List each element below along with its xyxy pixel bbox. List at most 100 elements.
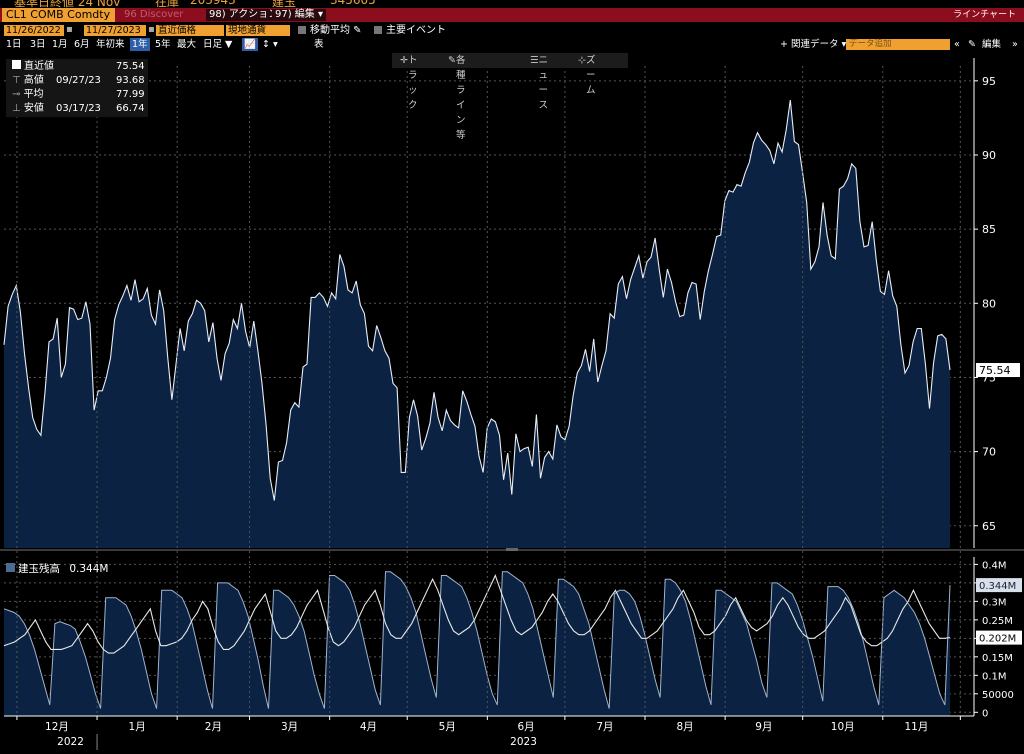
secondary-value-label: 0.202M bbox=[979, 634, 1016, 645]
average-icon: ⊸ bbox=[12, 89, 24, 100]
price-type-dropdown[interactable]: 直近価格 bbox=[156, 25, 224, 36]
security-bar: CL1 COMB Comdty 96 Discover 98) アクション ▾ … bbox=[0, 8, 1024, 22]
open-interest-badge bbox=[976, 578, 1022, 593]
legend-last: 直近値 75.54 bbox=[12, 60, 145, 74]
header-inventory-value: 203943 bbox=[190, 0, 236, 7]
table-button[interactable]: 表 bbox=[314, 39, 324, 50]
chart-style-icon[interactable]: ↕ ▾ bbox=[262, 39, 278, 50]
discover-button[interactable]: 96 Discover bbox=[124, 9, 184, 20]
volume-tick-label: 50000 bbox=[982, 690, 1014, 701]
add-data-input[interactable]: データ追加 bbox=[846, 39, 950, 50]
x-month-label: 7月 bbox=[596, 721, 613, 733]
legend-avg-value: 77.99 bbox=[116, 89, 145, 100]
legend-avg-label: 平均 bbox=[23, 89, 44, 100]
volume-tick-label: 0.1M bbox=[982, 671, 1007, 682]
track-label: トラック bbox=[407, 55, 418, 111]
checkbox-icon bbox=[374, 26, 382, 34]
annotate-button[interactable]: ✎ 各種ライン等 bbox=[448, 55, 466, 141]
price-legend: 直近値 75.54 ⊤ 高値 09/27/23 93.68 ⊸ 平均 77.99… bbox=[6, 59, 148, 117]
legend-low: ⊥ 安値 03/17/23 66.74 bbox=[12, 102, 145, 116]
pencil-icon[interactable]: ✎ bbox=[968, 39, 976, 50]
x-axis: 12月 1月 2月 3月 4月 5月 6月 7月 8月 9月 10月 11月 2022 2023 bbox=[4, 66, 974, 750]
open-interest-legend: 建玉残高 0.344M bbox=[6, 562, 108, 576]
edit-button[interactable]: 編集 bbox=[982, 39, 1002, 50]
last-price-label: 75.54 bbox=[979, 364, 1011, 377]
range-6m[interactable]: 6月 bbox=[74, 39, 90, 50]
range-ytd[interactable]: 年初来 bbox=[96, 39, 125, 50]
collapse-icon[interactable]: « bbox=[954, 39, 960, 50]
zoom-button[interactable]: ⊹ ズーム bbox=[578, 55, 596, 96]
range-max[interactable]: 最大 bbox=[177, 39, 197, 50]
x-month-label: 6月 bbox=[518, 721, 535, 733]
news-button[interactable]: ☰ ニュース bbox=[530, 55, 549, 111]
price-area bbox=[4, 100, 950, 548]
x-year-label: 2023 bbox=[510, 736, 537, 748]
legend-high-date: 09/27/23 bbox=[56, 75, 101, 86]
range-5y[interactable]: 5年 bbox=[155, 39, 171, 50]
oi-legend-label: 建玉残高 bbox=[18, 563, 60, 575]
events-toggle[interactable]: 主要イベント bbox=[374, 25, 446, 36]
ticker-field[interactable]: CL1 COMB Comdty bbox=[2, 8, 115, 22]
x-month-label: 12月 bbox=[45, 721, 69, 733]
range-3d[interactable]: 3日 bbox=[30, 39, 46, 50]
x-month-label: 5月 bbox=[439, 721, 456, 733]
edit-menu[interactable]: 97) 編集 ▾ bbox=[272, 9, 327, 21]
x-month-label: 11月 bbox=[904, 721, 928, 733]
legend-avg: ⊸ 平均 77.99 bbox=[12, 88, 145, 102]
x-month-label: 10月 bbox=[831, 721, 855, 733]
x-month-label: 2月 bbox=[205, 721, 222, 733]
x-month-label: 9月 bbox=[755, 721, 772, 733]
actions-menu[interactable]: 98) アクション ▾ bbox=[206, 9, 290, 21]
volume-tick-label: 0 bbox=[982, 708, 988, 719]
end-date-field[interactable]: 11/27/2023 bbox=[84, 25, 146, 36]
expand-icon[interactable]: » bbox=[1012, 39, 1018, 50]
header-close-label: 基準日終値 24 Nov bbox=[14, 0, 121, 8]
low-icon: ⊥ bbox=[12, 103, 24, 114]
range-1y[interactable]: 1年 bbox=[130, 38, 150, 51]
checkbox-icon bbox=[298, 26, 306, 34]
track-button[interactable]: ✛ トラック bbox=[400, 55, 418, 111]
price-tick-label: 70 bbox=[982, 446, 996, 459]
range-1d[interactable]: 1日 bbox=[6, 39, 22, 50]
pencil-icon: ✎ bbox=[350, 25, 362, 36]
price-tick-label: 90 bbox=[982, 149, 996, 162]
date-separator-icon: ▪ bbox=[66, 24, 73, 35]
moving-average-toggle[interactable]: 移動平均 ✎ bbox=[298, 25, 362, 36]
header-oi-value: 345605 bbox=[330, 0, 376, 7]
x-month-label: 4月 bbox=[360, 721, 377, 733]
legend-low-label: 安値 bbox=[23, 103, 44, 114]
controls-row: 11/26/2022 ▪ 11/27/2023 ▪ 直近価格 現地通貨 移動平均… bbox=[0, 24, 1024, 37]
range-1m[interactable]: 1月 bbox=[52, 39, 68, 50]
events-label: 主要イベント bbox=[386, 25, 446, 36]
related-data-button[interactable]: + 関連データ ▾ bbox=[780, 39, 847, 50]
news-label: ニュース bbox=[538, 55, 549, 111]
legend-swatch bbox=[6, 563, 15, 572]
legend-swatch bbox=[12, 60, 21, 69]
line-chart-icon[interactable]: 📈 bbox=[242, 38, 258, 51]
open-interest-value-label: 0.344M bbox=[979, 581, 1016, 592]
frequency-dropdown[interactable]: 日足 ▼ bbox=[203, 39, 233, 50]
volume-tick-label: 0.25M bbox=[982, 616, 1013, 627]
annotate-label: 各種ライン等 bbox=[455, 55, 466, 141]
price-tick-label: 80 bbox=[982, 297, 996, 310]
legend-low-date: 03/17/23 bbox=[56, 103, 101, 114]
header-strip: 基準日終値 24 Nov 在庫 203943 建玉 345605 bbox=[0, 0, 1024, 8]
price-line bbox=[3, 100, 951, 501]
x-month-label: 8月 bbox=[676, 721, 693, 733]
zoom-label: ズーム bbox=[585, 55, 596, 96]
calendar-icon[interactable]: ▪ bbox=[148, 24, 155, 35]
moving-average-label: 移動平均 bbox=[310, 25, 350, 36]
legend-last-value: 75.54 bbox=[116, 61, 145, 72]
x-year-label: 2022 bbox=[57, 736, 84, 748]
volume-tick-label: 0.15M bbox=[982, 653, 1013, 664]
chart-type-label: ラインチャート bbox=[953, 10, 1016, 20]
legend-high-value: 93.68 bbox=[116, 75, 145, 86]
currency-dropdown[interactable]: 現地通貨 bbox=[226, 25, 290, 36]
header-oi-label: 建玉 bbox=[272, 0, 297, 8]
start-date-field[interactable]: 11/26/2022 bbox=[4, 25, 64, 36]
volume-tick-label: 0.4M bbox=[982, 560, 1007, 571]
last-price-badge bbox=[976, 363, 1020, 378]
range-row: 1日 3日 1月 6月 年初来 1年 5年 最大 日足 ▼ 📈 ↕ ▾ 表 + … bbox=[0, 38, 1024, 51]
panel-resize-handle[interactable] bbox=[506, 548, 518, 551]
